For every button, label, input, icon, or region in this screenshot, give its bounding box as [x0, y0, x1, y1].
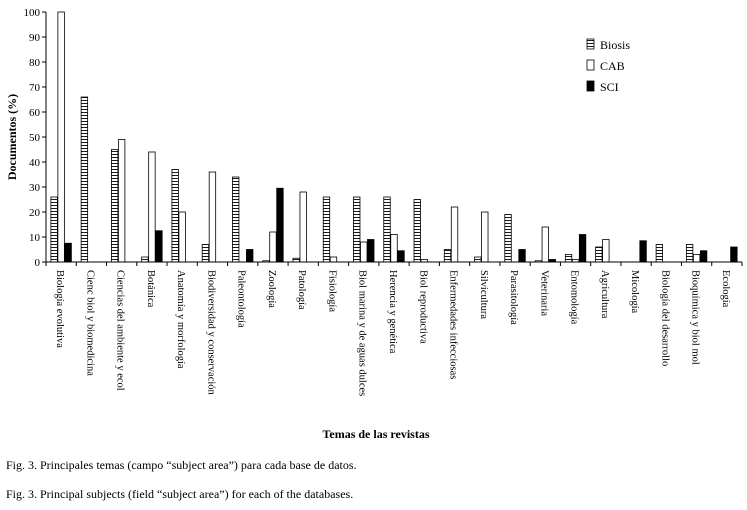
x-category-label: Paleontología — [236, 270, 247, 328]
y-tick-label: 70 — [29, 82, 41, 94]
bar-biosis — [413, 199, 421, 263]
bar-biosis — [50, 196, 58, 263]
x-category-label: Biología evolutiva — [54, 270, 65, 348]
bar-biosis — [474, 256, 482, 263]
bar-sci — [578, 234, 587, 263]
x-category-label: Botánica — [145, 270, 156, 308]
bar-biosis — [111, 149, 119, 263]
bar-biosis — [655, 244, 663, 263]
x-category-label: Enfermedades infecciosas — [448, 270, 459, 379]
bar-biosis — [383, 196, 391, 263]
y-tick-label: 30 — [29, 182, 41, 194]
bar-sci — [730, 246, 738, 263]
bar-sci — [276, 187, 284, 263]
bar-biosis — [504, 214, 512, 263]
x-category-label: Fisiología — [326, 270, 337, 312]
x-category-label: Biol reproductiva — [417, 270, 428, 344]
bar-cab — [329, 256, 338, 263]
bar-sci — [246, 249, 254, 263]
bar-biosis — [595, 246, 603, 263]
bar-cab — [299, 191, 307, 263]
bar-biosis — [322, 196, 331, 263]
x-category-label: Herencia y genética — [387, 270, 398, 354]
bar-cab — [390, 234, 398, 263]
bar-biosis — [171, 169, 179, 263]
bar-cab — [269, 231, 277, 263]
bar-biosis — [564, 254, 573, 263]
y-tick-label: 50 — [29, 132, 41, 144]
y-tick-label: 60 — [29, 107, 41, 119]
bar-biosis — [292, 257, 300, 263]
chart-area: 0 10 20 30 40 50 60 70 80 90 100 Biología evolutiva… — [5, 7, 743, 441]
legend-swatch-biosis — [586, 38, 595, 50]
bar-sci — [367, 239, 375, 263]
figure-caption-english: Fig. 3. Principal subjects (field “subje… — [6, 487, 354, 501]
y-tick-label: 100 — [24, 7, 41, 19]
legend-swatch-sci — [586, 80, 595, 92]
figure-caption-spanish: Fig. 3. Principales temas (campo “subjec… — [6, 458, 357, 472]
bar-sci — [518, 249, 526, 263]
bar-cab — [178, 211, 186, 263]
y-tick-label: 0 — [35, 257, 41, 269]
x-category-label: Entomología — [569, 270, 580, 325]
bar-biosis — [141, 256, 149, 263]
x-category-label: Cienc biol y biomedicina — [84, 270, 95, 376]
x-category-label: Parasitología — [508, 270, 519, 325]
bar-cab — [692, 254, 701, 263]
bar-biosis — [232, 176, 240, 263]
bar-biosis — [353, 196, 361, 263]
x-category-label: Micología — [629, 270, 640, 313]
x-category-label: Veterinaria — [538, 270, 549, 316]
bar-cab — [148, 151, 156, 263]
x-category-label: Anatomía y morfología — [175, 270, 186, 369]
bar-biosis — [685, 244, 694, 263]
x-axis-title: Temas de las revistas — [322, 427, 429, 441]
x-category-label: Zoología — [266, 270, 277, 308]
x-category-label: Agricultura — [599, 270, 610, 319]
bar-biosis — [80, 96, 89, 263]
y-tick-label: 20 — [29, 207, 41, 219]
x-category-label: Bioquímica y biol mol — [690, 270, 701, 365]
legend-label-biosis: Biosis — [600, 38, 630, 52]
bar-sci — [155, 230, 163, 263]
y-tick-label: 80 — [29, 57, 41, 69]
x-category-label: Biología del desarrollo — [659, 270, 670, 366]
legend-label-cab: CAB — [600, 59, 625, 73]
bar-cab — [602, 239, 610, 263]
chart-svg: 0 10 20 30 40 50 60 70 80 90 100 Biología evolutiva… — [5, 7, 743, 441]
y-axis-title: Documentos (%) — [5, 94, 19, 180]
x-category-label: Ecología — [720, 270, 731, 308]
x-category-label: Patología — [296, 270, 307, 310]
bar-sci — [699, 250, 708, 263]
bar-cab — [541, 226, 549, 263]
bar-cab — [360, 241, 368, 263]
x-category-label: Silvicultura — [478, 270, 489, 319]
x-category-label: Biol marina y de aguas dulces — [357, 270, 368, 396]
bar-cab — [57, 11, 65, 263]
legend-label-sci: SCI — [600, 80, 619, 94]
bar-cab — [118, 139, 126, 263]
bar-sci — [64, 242, 72, 263]
y-tick-label: 90 — [29, 32, 41, 44]
bar-cab — [208, 171, 217, 263]
y-tick-label: 10 — [29, 232, 41, 244]
x-category-label: Ciencias del ambiente y ecol — [115, 270, 126, 391]
bar-cab — [450, 206, 459, 263]
legend-swatch-cab — [586, 59, 595, 71]
bar-biosis — [443, 249, 452, 263]
bar-sci — [639, 240, 647, 263]
bar-cab — [481, 211, 489, 263]
bar-biosis — [201, 244, 210, 263]
y-tick-label: 40 — [29, 157, 41, 169]
x-category-label: Biodiversidad y conservación — [205, 270, 216, 396]
bar-sci — [397, 250, 405, 263]
